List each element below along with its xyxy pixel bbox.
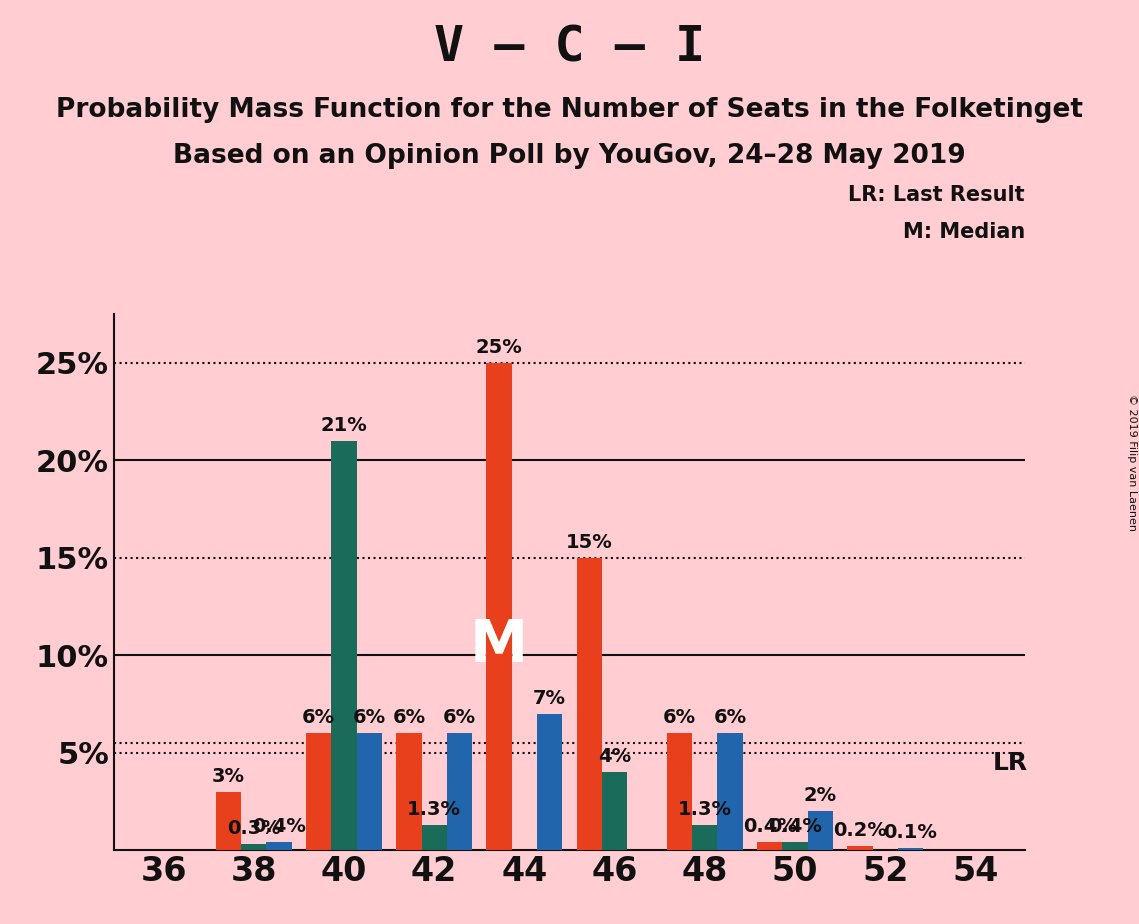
Text: 21%: 21%	[320, 416, 368, 435]
Text: 7%: 7%	[533, 688, 566, 708]
Bar	[241, 845, 267, 850]
Bar	[693, 825, 718, 850]
Bar	[603, 772, 628, 850]
Bar	[267, 843, 292, 850]
Text: Based on an Opinion Poll by YouGov, 24–28 May 2019: Based on an Opinion Poll by YouGov, 24–2…	[173, 143, 966, 169]
Text: 6%: 6%	[663, 709, 696, 727]
Text: 3%: 3%	[212, 767, 245, 785]
Text: 15%: 15%	[566, 533, 613, 552]
Text: 1.3%: 1.3%	[678, 800, 732, 819]
Bar	[396, 733, 421, 850]
Bar	[667, 733, 693, 850]
Bar	[847, 846, 872, 850]
Text: LR: Last Result: LR: Last Result	[849, 185, 1025, 205]
Text: V – C – I: V – C – I	[434, 23, 705, 71]
Text: 6%: 6%	[443, 709, 476, 727]
Bar	[718, 733, 743, 850]
Text: © 2019 Filip van Laenen: © 2019 Filip van Laenen	[1126, 394, 1137, 530]
Bar	[486, 363, 511, 850]
Bar	[757, 843, 782, 850]
Text: 0.3%: 0.3%	[227, 820, 280, 838]
Text: 6%: 6%	[353, 709, 386, 727]
Bar	[357, 733, 382, 850]
Bar	[446, 733, 472, 850]
Bar	[782, 843, 808, 850]
Bar	[421, 825, 446, 850]
Bar	[808, 811, 833, 850]
Bar	[306, 733, 331, 850]
Text: 4%: 4%	[598, 748, 631, 766]
Text: 0.4%: 0.4%	[252, 818, 306, 836]
Text: LR: LR	[993, 750, 1027, 774]
Text: Probability Mass Function for the Number of Seats in the Folketinget: Probability Mass Function for the Number…	[56, 97, 1083, 123]
Bar	[536, 713, 563, 850]
Bar	[216, 792, 241, 850]
Bar	[898, 848, 923, 850]
Bar	[576, 558, 603, 850]
Text: 6%: 6%	[302, 709, 335, 727]
Text: 25%: 25%	[476, 338, 523, 357]
Text: 0.4%: 0.4%	[768, 818, 822, 836]
Text: 0.4%: 0.4%	[743, 818, 796, 836]
Text: 6%: 6%	[713, 709, 747, 727]
Text: 0.2%: 0.2%	[833, 821, 887, 840]
Text: 0.1%: 0.1%	[884, 823, 937, 843]
Text: M: Median: M: Median	[903, 222, 1025, 242]
Bar	[331, 441, 357, 850]
Text: 6%: 6%	[392, 709, 426, 727]
Text: M: M	[470, 617, 528, 674]
Text: 1.3%: 1.3%	[407, 800, 461, 819]
Text: 2%: 2%	[804, 786, 837, 805]
